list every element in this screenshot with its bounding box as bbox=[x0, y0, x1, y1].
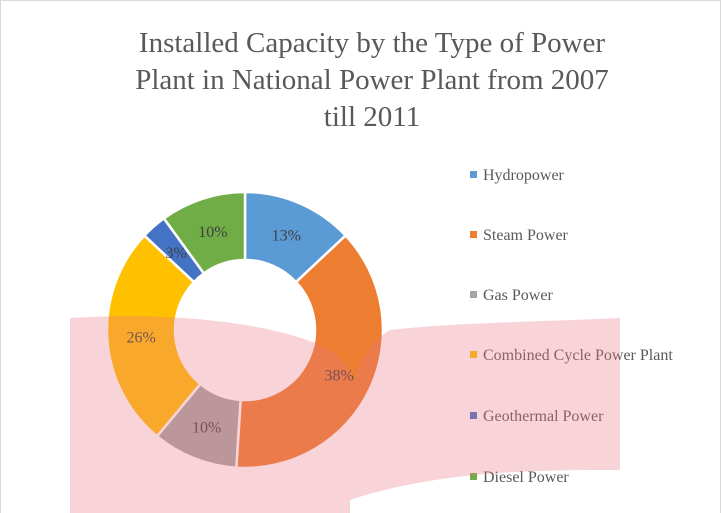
data-label: 10% bbox=[198, 224, 227, 241]
legend-label: Combined Cycle Power Plant bbox=[483, 347, 673, 364]
overlay-ribbon bbox=[70, 316, 620, 513]
data-label: 38% bbox=[324, 367, 353, 384]
donut: 13% 38% 10% 26% 3% 10% bbox=[105, 190, 385, 470]
legend-label: Steam Power bbox=[483, 227, 569, 244]
legend-label: Hydropower bbox=[483, 167, 565, 184]
donut-segment bbox=[162, 190, 247, 276]
legend-marker bbox=[470, 231, 477, 238]
legend-marker bbox=[470, 351, 477, 358]
legend-marker bbox=[470, 473, 477, 480]
legend-marker bbox=[470, 291, 477, 298]
legend-label: Gas Power bbox=[483, 287, 553, 304]
chart-title: till 2011 bbox=[324, 101, 420, 133]
data-label: 10% bbox=[192, 420, 221, 437]
data-label: 3% bbox=[166, 245, 187, 262]
data-label: 26% bbox=[127, 330, 156, 347]
legend: Hydropower Steam Power Gas Power Combined C… bbox=[470, 167, 673, 486]
data-label: 13% bbox=[272, 228, 301, 245]
legend-label: Geothermal Power bbox=[483, 408, 604, 425]
legend-marker bbox=[470, 171, 477, 178]
chart-title: Installed Capacity by the Type of Power bbox=[139, 27, 605, 59]
chart-title: Plant in National Power Plant from 2007 bbox=[135, 64, 609, 96]
donut-segment bbox=[235, 233, 385, 470]
legend-marker bbox=[470, 412, 477, 419]
donut-segment bbox=[105, 233, 203, 439]
legend-label: Diesel Power bbox=[483, 469, 569, 486]
